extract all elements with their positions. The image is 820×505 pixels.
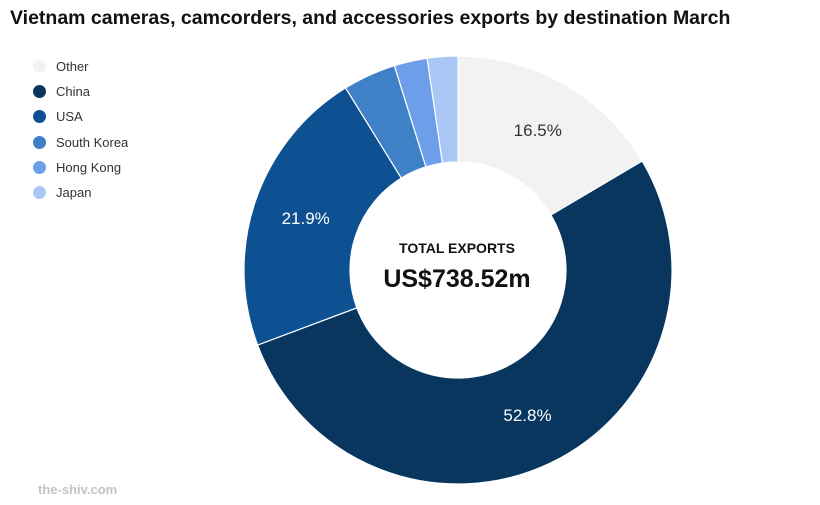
legend-label: Hong Kong: [56, 159, 122, 175]
legend-item-other[interactable]: Other: [33, 54, 128, 79]
legend-swatch: [33, 60, 46, 74]
slice-labels: 16.5% 52.8% 21.9%: [282, 121, 562, 425]
center-label: TOTAL EXPORTS: [399, 240, 515, 256]
slice-usa[interactable]: [243, 87, 403, 346]
legend-swatch: [33, 110, 46, 124]
legend-label: USA: [56, 109, 83, 125]
slice-label-usa: 21.9%: [282, 209, 330, 228]
legend-label: Other: [56, 59, 89, 75]
legend-item-china[interactable]: China: [33, 79, 128, 104]
legend-item-south-korea[interactable]: South Korea: [33, 130, 128, 155]
slice-label-china: 52.8%: [503, 406, 551, 425]
slice-other[interactable]: [457, 55, 644, 216]
center-value: US$738.52m: [383, 265, 530, 293]
legend-item-hong-kong[interactable]: Hong Kong: [33, 155, 128, 180]
legend-item-usa[interactable]: USA: [33, 104, 128, 129]
legend-swatch: [33, 186, 46, 200]
legend-label: South Korea: [56, 134, 129, 150]
legend-swatch: [33, 135, 46, 149]
legend-label: Japan: [56, 185, 92, 201]
legend-swatch: [33, 85, 46, 99]
legend-swatch: [33, 160, 46, 174]
legend-label: China: [56, 84, 90, 100]
legend: Other China USA South Korea Hong Kong Ja…: [33, 54, 128, 205]
slice-japan[interactable]: [426, 55, 459, 164]
watermark: the-shiv.com: [38, 482, 118, 497]
slice-china[interactable]: [256, 160, 673, 485]
legend-item-japan[interactable]: Japan: [33, 180, 128, 205]
chart-title: Vietnam cameras, camcorders, and accesso…: [10, 7, 731, 29]
donut-slices: [243, 55, 673, 485]
slice-label-other: 16.5%: [514, 121, 562, 140]
